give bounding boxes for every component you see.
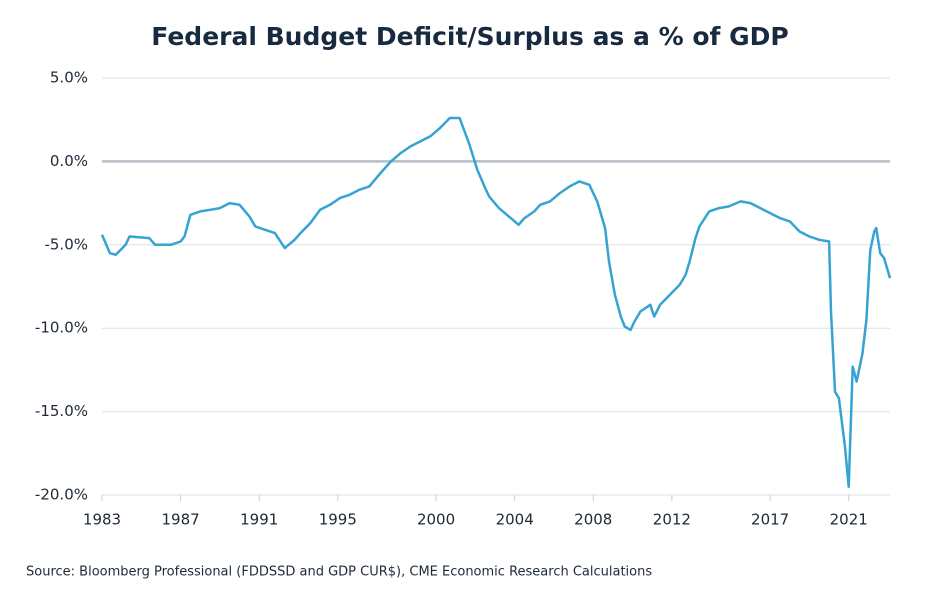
x-tick-label: 2017 (751, 511, 789, 529)
y-tick-label: -15.0% (35, 402, 88, 420)
y-tick-label: 0.0% (50, 152, 88, 170)
x-tick-label: 2004 (496, 511, 534, 529)
x-tick-label: 1987 (162, 511, 200, 529)
y-tick-label: 5.0% (50, 69, 88, 87)
x-tick-label: 1995 (319, 511, 357, 529)
x-tick-label: 2000 (417, 511, 455, 529)
x-tick-label: 2008 (574, 511, 612, 529)
data-line (100, 116, 892, 488)
x-tick-label: 2012 (653, 511, 691, 529)
y-tick-label: -10.0% (35, 319, 88, 337)
x-tick-label: 1991 (240, 511, 278, 529)
y-tick-label: -5.0% (44, 235, 88, 253)
source-note: Source: Bloomberg Professional (FDDSSD a… (26, 565, 652, 580)
y-tick-label: -20.0% (35, 486, 88, 504)
x-tick-label: 2021 (830, 511, 868, 529)
x-tick-label: 1983 (83, 511, 121, 529)
chart-title: Federal Budget Deficit/Surplus as a % of… (151, 22, 788, 51)
